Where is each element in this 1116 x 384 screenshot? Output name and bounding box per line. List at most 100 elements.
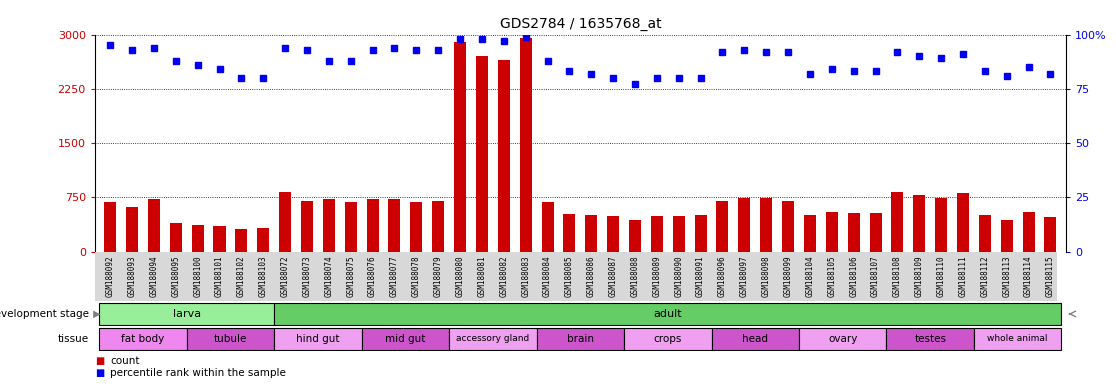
Bar xyxy=(892,192,904,252)
Bar xyxy=(275,328,362,350)
Text: GSM188084: GSM188084 xyxy=(543,255,552,297)
Bar xyxy=(694,215,706,252)
Text: GSM188093: GSM188093 xyxy=(127,255,136,297)
Text: GSM188090: GSM188090 xyxy=(674,255,683,297)
Text: GSM188095: GSM188095 xyxy=(171,255,181,297)
Bar xyxy=(170,223,182,252)
Text: GSM188089: GSM188089 xyxy=(653,255,662,297)
Bar xyxy=(192,225,203,252)
Text: GSM188111: GSM188111 xyxy=(959,255,968,297)
Text: fat body: fat body xyxy=(122,334,164,344)
Text: GSM188113: GSM188113 xyxy=(1002,255,1011,297)
Text: tissue: tissue xyxy=(58,334,89,344)
Bar xyxy=(1001,220,1012,252)
Bar xyxy=(345,202,357,252)
Text: adult: adult xyxy=(654,309,682,319)
Text: GSM188081: GSM188081 xyxy=(478,255,487,297)
Text: ■: ■ xyxy=(95,368,104,379)
Bar xyxy=(760,198,772,252)
Bar xyxy=(99,328,186,350)
Bar xyxy=(475,56,488,252)
Text: GSM188087: GSM188087 xyxy=(608,255,617,297)
Bar xyxy=(607,216,619,252)
Text: GSM188101: GSM188101 xyxy=(215,255,224,297)
Text: percentile rank within the sample: percentile rank within the sample xyxy=(110,368,287,379)
Bar xyxy=(99,303,275,325)
Text: GSM188078: GSM188078 xyxy=(412,255,421,297)
Bar xyxy=(449,328,537,350)
Bar xyxy=(454,42,466,252)
Text: testes: testes xyxy=(914,334,946,344)
Text: GSM188112: GSM188112 xyxy=(980,255,990,297)
Text: GSM188107: GSM188107 xyxy=(870,255,881,297)
Bar xyxy=(126,207,138,252)
Text: GSM188115: GSM188115 xyxy=(1046,255,1055,297)
Bar xyxy=(629,220,641,252)
Bar xyxy=(498,60,510,252)
Text: GSM188094: GSM188094 xyxy=(150,255,158,297)
Bar xyxy=(148,199,160,252)
Text: GSM188099: GSM188099 xyxy=(783,255,792,297)
Bar xyxy=(958,193,969,252)
Text: head: head xyxy=(742,334,768,344)
Bar xyxy=(886,328,974,350)
Bar xyxy=(104,202,116,252)
Bar xyxy=(651,216,663,252)
Bar xyxy=(1045,217,1057,252)
Text: GSM188108: GSM188108 xyxy=(893,255,902,297)
Bar xyxy=(186,328,275,350)
Bar xyxy=(432,201,444,252)
Text: GSM188104: GSM188104 xyxy=(806,255,815,297)
Bar xyxy=(564,214,576,252)
Bar xyxy=(275,303,1061,325)
Text: mid gut: mid gut xyxy=(385,334,425,344)
Text: brain: brain xyxy=(567,334,594,344)
Bar xyxy=(739,198,750,252)
Text: GSM188088: GSM188088 xyxy=(631,255,639,297)
Bar xyxy=(585,215,597,252)
Text: whole animal: whole animal xyxy=(988,334,1048,343)
Bar xyxy=(848,213,859,252)
Text: GSM188100: GSM188100 xyxy=(193,255,202,297)
Bar xyxy=(366,199,378,252)
Title: GDS2784 / 1635768_at: GDS2784 / 1635768_at xyxy=(500,17,661,31)
Bar xyxy=(826,212,838,252)
Bar xyxy=(362,328,449,350)
Text: GSM188073: GSM188073 xyxy=(302,255,311,297)
Bar xyxy=(712,328,799,350)
Bar xyxy=(913,195,925,252)
Bar xyxy=(979,215,991,252)
Bar xyxy=(279,192,291,252)
Text: tubule: tubule xyxy=(214,334,247,344)
Text: GSM188098: GSM188098 xyxy=(762,255,771,297)
Text: GSM188103: GSM188103 xyxy=(259,255,268,297)
Text: development stage: development stage xyxy=(0,309,89,319)
Text: GSM188102: GSM188102 xyxy=(237,255,246,297)
Text: GSM188085: GSM188085 xyxy=(565,255,574,297)
Text: crops: crops xyxy=(654,334,682,344)
Text: GSM188082: GSM188082 xyxy=(499,255,508,297)
Bar xyxy=(411,202,422,252)
Text: GSM188080: GSM188080 xyxy=(455,255,464,297)
Text: GSM188086: GSM188086 xyxy=(587,255,596,297)
Text: GSM188075: GSM188075 xyxy=(346,255,355,297)
Text: ovary: ovary xyxy=(828,334,857,344)
Bar xyxy=(541,202,554,252)
Text: GSM188074: GSM188074 xyxy=(325,255,334,297)
Bar xyxy=(935,198,947,252)
Text: GSM188105: GSM188105 xyxy=(827,255,836,297)
Text: GSM188092: GSM188092 xyxy=(106,255,115,297)
Bar xyxy=(235,229,248,252)
Text: ▶: ▶ xyxy=(90,309,102,319)
Bar xyxy=(673,216,685,252)
Text: count: count xyxy=(110,356,140,366)
Text: GSM188079: GSM188079 xyxy=(434,255,443,297)
Text: GSM188097: GSM188097 xyxy=(740,255,749,297)
Bar xyxy=(213,226,225,252)
Text: GSM188109: GSM188109 xyxy=(915,255,924,297)
Bar xyxy=(869,213,882,252)
Text: accessory gland: accessory gland xyxy=(456,334,529,343)
Bar xyxy=(624,328,712,350)
Text: GSM188091: GSM188091 xyxy=(696,255,705,297)
Bar xyxy=(1022,212,1035,252)
